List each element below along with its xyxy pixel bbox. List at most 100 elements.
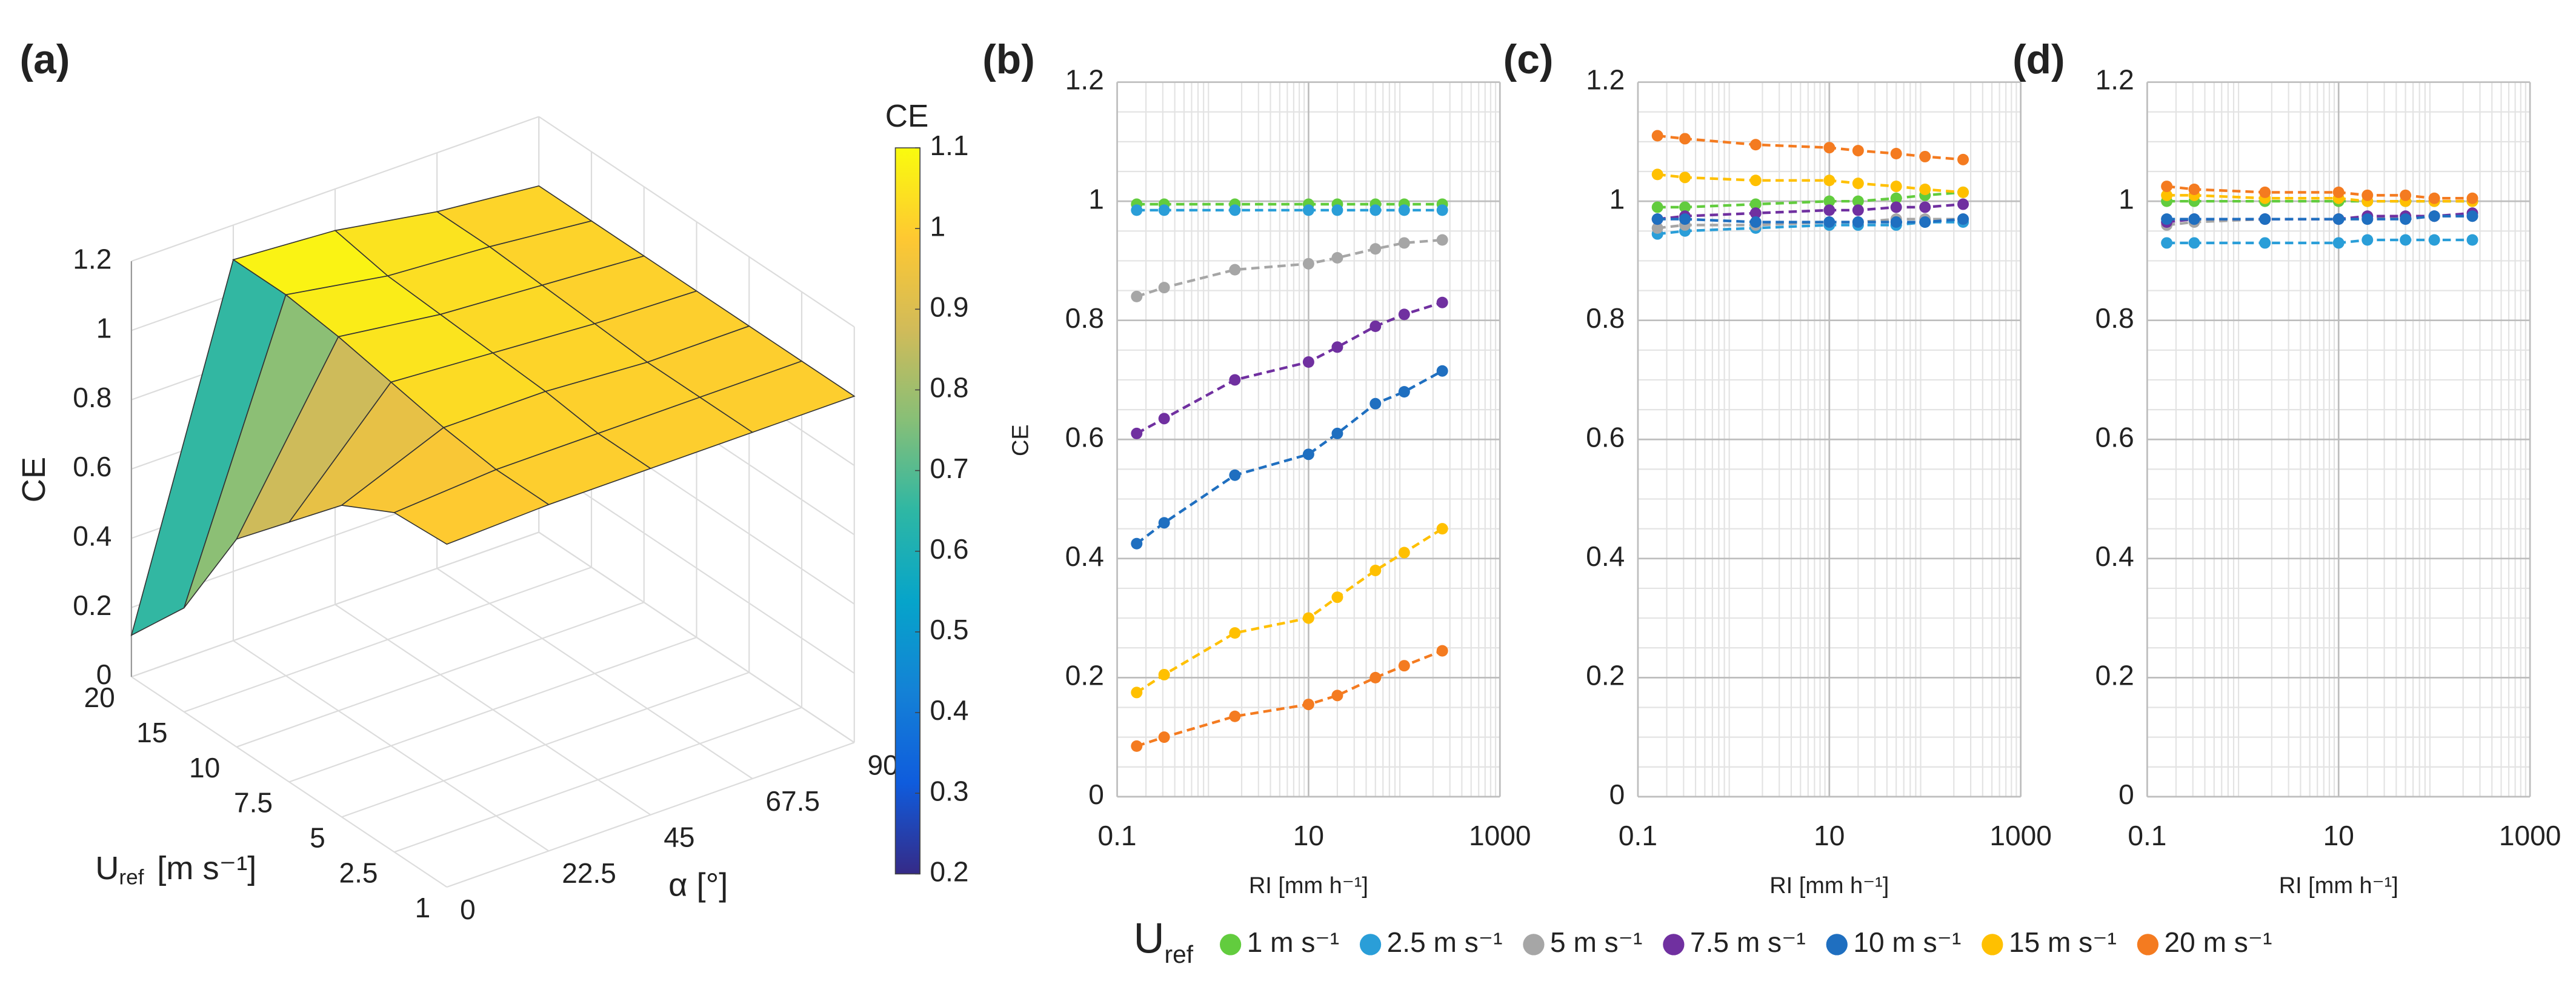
data-point xyxy=(2466,210,2478,222)
y-tick-label: 1 xyxy=(415,892,431,923)
data-point xyxy=(1823,195,1835,207)
data-point xyxy=(1158,204,1170,216)
trend-line xyxy=(1657,191,1963,209)
legend-label: 20 m s⁻¹ xyxy=(2165,926,2272,958)
data-point xyxy=(1331,427,1343,439)
legend-marker xyxy=(1982,934,2003,956)
data-point xyxy=(2466,192,2478,204)
data-point xyxy=(1158,517,1170,529)
z-tick-label: 1 xyxy=(96,313,112,344)
y-tick-label: 1 xyxy=(1088,183,1104,214)
data-point xyxy=(2361,213,2374,225)
y-tick-label: 0.8 xyxy=(2095,302,2134,334)
data-point xyxy=(1229,627,1241,639)
z-tick-label: 1.2 xyxy=(73,243,111,274)
x-tick-label: 0.1 xyxy=(2128,820,2166,851)
legend-label: 1 m s⁻¹ xyxy=(1247,926,1339,958)
data-point xyxy=(1919,216,1931,228)
data-point xyxy=(1331,341,1343,353)
data-point xyxy=(2259,186,2271,198)
colorbar-tick-label: 0.2 xyxy=(930,856,968,888)
y-tick-label: 0.4 xyxy=(2095,540,2134,572)
colorbar-title: CE xyxy=(885,98,929,133)
y-tick-label: 1 xyxy=(1609,183,1625,214)
data-point xyxy=(2332,186,2345,198)
y-tick-label: 7.5 xyxy=(234,787,273,819)
data-point xyxy=(2428,234,2440,246)
data-point xyxy=(1919,201,1931,213)
trend-line xyxy=(2166,214,2473,227)
trend-line xyxy=(1657,218,1963,224)
surface-patch xyxy=(393,469,550,545)
y-axis-label: Uref [m s⁻¹] xyxy=(95,850,256,889)
data-point xyxy=(1436,523,1448,535)
data-point xyxy=(2428,192,2440,204)
grid-line xyxy=(447,742,855,888)
x-tick-label: 10 xyxy=(1814,820,1845,851)
data-point xyxy=(1823,216,1835,228)
grid-line xyxy=(131,531,539,678)
x-axis-label: RI [mm h⁻¹] xyxy=(2279,873,2398,899)
trend-line xyxy=(1136,370,1443,545)
x-tick-label: 45 xyxy=(664,822,694,853)
z-axis-label: CE xyxy=(16,457,52,502)
data-point xyxy=(2361,234,2374,246)
y-tick-label: 0.2 xyxy=(2095,660,2134,691)
data-point xyxy=(1229,374,1241,386)
data-point xyxy=(2188,237,2200,249)
y-tick-label: 1 xyxy=(2118,183,2134,214)
x-tick-label: 67.5 xyxy=(765,785,820,817)
panel-label: (c) xyxy=(1503,37,1554,82)
data-point xyxy=(1749,139,1762,151)
data-point xyxy=(1957,186,1969,198)
x-tick-label: 10 xyxy=(2323,820,2354,851)
y-tick-label: 2.5 xyxy=(339,857,378,888)
data-point xyxy=(1749,207,1762,219)
data-point xyxy=(1302,448,1314,460)
y-tick-label: 0.6 xyxy=(1586,421,1625,453)
data-point xyxy=(1436,234,1448,246)
data-point xyxy=(1823,204,1835,216)
data-point xyxy=(2161,213,2173,225)
x-tick-label: 0.1 xyxy=(1619,820,1657,851)
data-point xyxy=(1131,204,1143,216)
colorbar-tick-label: 0.4 xyxy=(930,694,968,726)
y-tick-label: 0 xyxy=(1088,779,1104,810)
grid-line xyxy=(184,567,592,713)
y-tick-label: 1.2 xyxy=(1065,64,1104,96)
data-point xyxy=(1398,308,1410,321)
data-point xyxy=(1302,258,1314,270)
x-axis-label: α [°] xyxy=(668,866,728,903)
x-tick-label: 1000 xyxy=(2499,820,2561,851)
x-axis-label: RI [mm h⁻¹] xyxy=(1249,873,1368,899)
grid-line xyxy=(394,706,802,853)
legend-title-sub: ref xyxy=(1165,940,1194,968)
data-point xyxy=(1679,171,1691,184)
y-tick-label: 0 xyxy=(1609,779,1625,810)
data-point xyxy=(1679,201,1691,213)
y-tick-label: 0.2 xyxy=(1065,660,1104,691)
panel-label: (d) xyxy=(2012,37,2065,82)
data-point xyxy=(1957,153,1969,165)
data-point xyxy=(1398,237,1410,249)
z-tick-label: 0.4 xyxy=(73,520,111,552)
data-point xyxy=(1852,216,1864,228)
data-point xyxy=(1651,222,1663,234)
data-point xyxy=(2400,213,2412,225)
data-point xyxy=(1331,690,1343,702)
data-point xyxy=(2332,213,2345,225)
trend-line xyxy=(1136,650,1443,748)
data-point xyxy=(1331,204,1343,216)
y-tick-label: 0.8 xyxy=(1065,302,1104,334)
trend-line xyxy=(1657,134,1963,161)
colorbar-tick-label: 0.8 xyxy=(930,372,968,404)
data-point xyxy=(1158,413,1170,425)
data-point xyxy=(1131,537,1143,550)
data-point xyxy=(1370,397,1382,410)
data-point xyxy=(1398,547,1410,559)
z-tick-label: 0 xyxy=(96,659,112,690)
colorbar-tick-label: 0.9 xyxy=(930,291,968,322)
legend-marker xyxy=(2137,934,2159,956)
data-point xyxy=(1852,145,1864,157)
